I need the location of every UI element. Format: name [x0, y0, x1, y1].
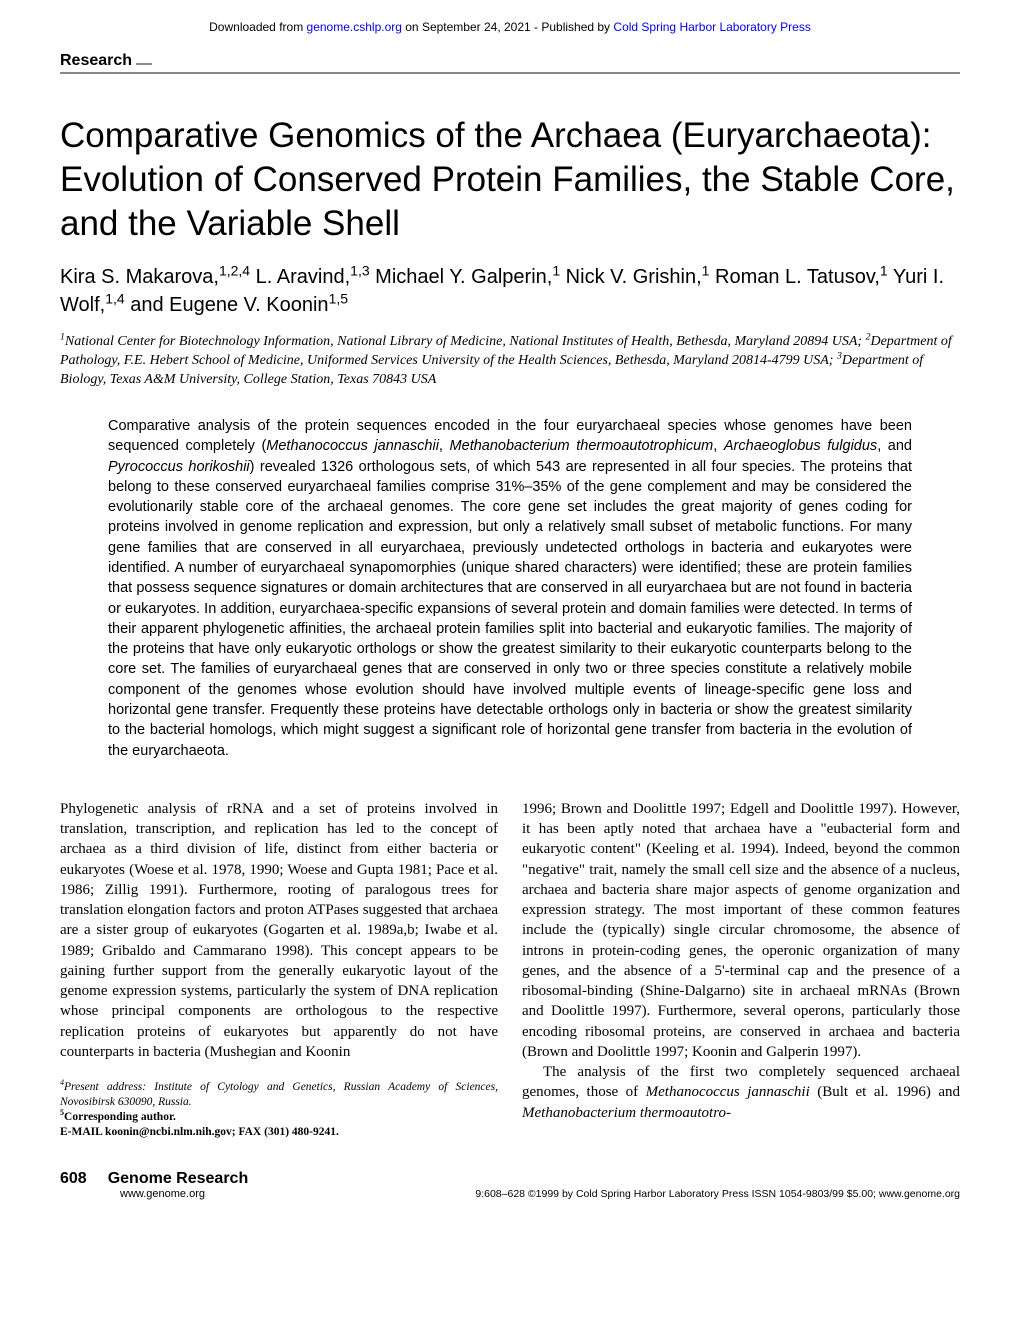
body-para-3: The analysis of the first two completely… [522, 1062, 960, 1123]
copyright-line: 9:608–628 ©1999 by Cold Spring Harbor La… [475, 1188, 960, 1200]
footer-left: 608 Genome Research www.genome.org [60, 1170, 248, 1200]
publisher-link[interactable]: Cold Spring Harbor Laboratory Press [613, 20, 810, 34]
page-footer: 608 Genome Research www.genome.org 9:608… [60, 1170, 960, 1200]
body-text: Phylogenetic analysis of rRNA and a set … [60, 799, 960, 1140]
affiliations: 1National Center for Biotechnology Infor… [60, 333, 960, 390]
footnote-email: E-MAIL koonin@ncbi.nlm.nih.gov; FAX (301… [60, 1125, 498, 1140]
section-label: Research [60, 52, 132, 70]
footnotes-block: 4Present address: Institute of Cytology … [60, 1080, 498, 1140]
journal-name: Genome Research [108, 1170, 249, 1187]
article-title: Comparative Genomics of the Archaea (Eur… [60, 114, 960, 245]
section-header: Research [60, 52, 960, 74]
download-prefix: Downloaded from [209, 20, 306, 34]
abstract: Comparative analysis of the protein sequ… [108, 416, 912, 761]
journal-url: www.genome.org [120, 1188, 248, 1200]
footnote-corresponding: 5Corresponding author. [60, 1110, 498, 1125]
page-number: 608 [60, 1170, 87, 1187]
author-list: Kira S. Makarova,1,2,4 L. Aravind,1,3 Mi… [60, 263, 960, 319]
body-para-1: Phylogenetic analysis of rRNA and a set … [60, 799, 498, 1062]
body-para-2: 1996; Brown and Doolittle 1997; Edgell a… [522, 799, 960, 1062]
download-source-link[interactable]: genome.cshlp.org [307, 20, 402, 34]
download-notice: Downloaded from genome.cshlp.org on Sept… [60, 20, 960, 34]
footnote-present-address: 4Present address: Institute of Cytology … [60, 1080, 498, 1110]
download-middle: on September 24, 2021 - Published by [402, 20, 613, 34]
